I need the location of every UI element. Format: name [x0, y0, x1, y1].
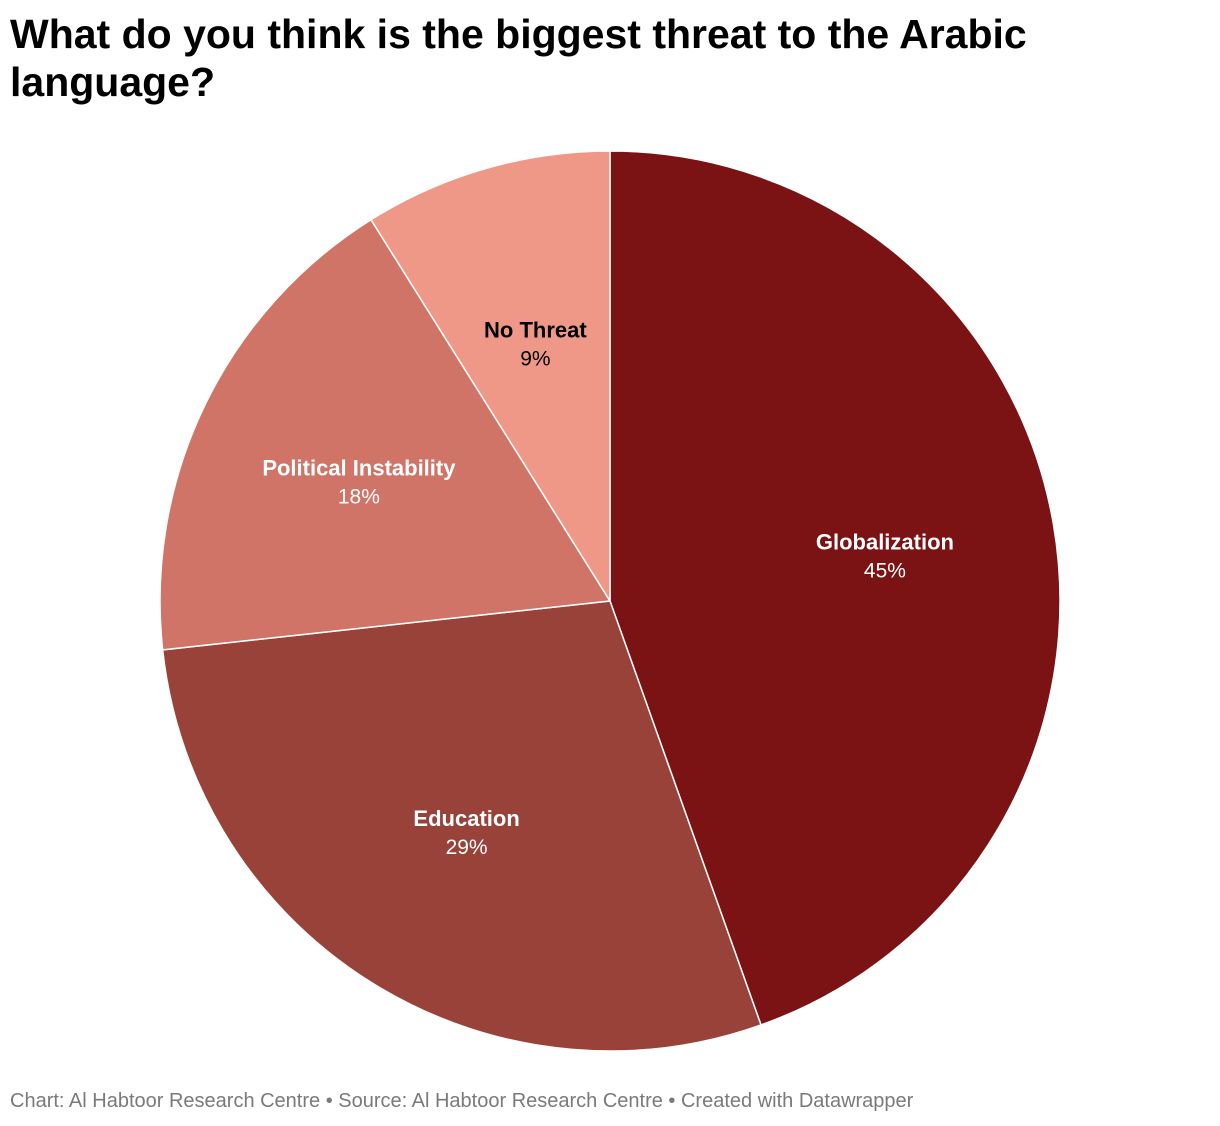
slice-value-education: 29%: [446, 836, 488, 859]
pie-slices: [159, 150, 1061, 1052]
pie-slice-political-instability: [159, 218, 612, 651]
slice-label-education: Education: [413, 806, 519, 831]
slice-value-globalization: 45%: [864, 560, 906, 583]
slice-label-globalization: Globalization: [816, 530, 954, 555]
chart-title: What do you think is the biggest threat …: [10, 11, 1027, 105]
slice-value-no-threat: 9%: [520, 348, 550, 371]
slice-value-political-instability: 18%: [338, 485, 380, 508]
slice-label-political-instability: Political Instability: [262, 455, 456, 480]
pie-slice-globalization: [609, 150, 1061, 1026]
slice-label-no-threat: No Threat: [484, 318, 587, 343]
pie-slice-education: [161, 600, 762, 1052]
pie-chart: Globalization 45% Education 29% Political In…: [159, 150, 1061, 1052]
chart-footer: Chart: Al Habtoor Research Centre • Sour…: [10, 1090, 914, 1112]
pie-labels: Globalization 45% Education 29% Political In…: [262, 318, 954, 859]
pie-slice-no-threat: [369, 150, 611, 604]
